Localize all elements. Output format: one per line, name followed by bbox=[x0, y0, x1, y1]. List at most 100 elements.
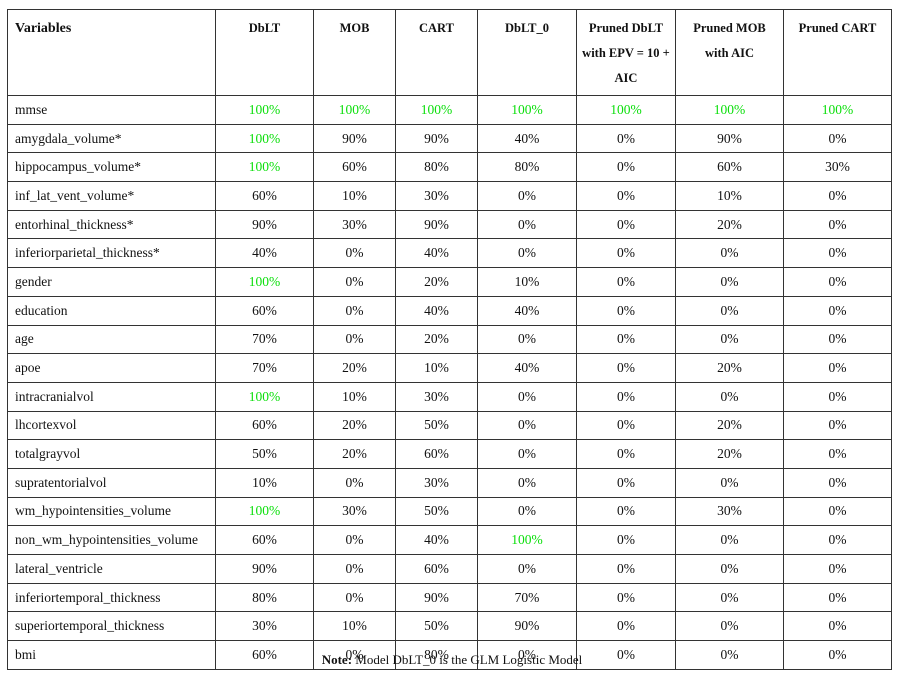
variable-name-cell: age bbox=[7, 324, 216, 355]
percentage-cell: 60% bbox=[215, 181, 314, 211]
percentage-cell: 0% bbox=[783, 611, 892, 642]
percentage-cell: 0% bbox=[477, 238, 577, 269]
percentage-cell: 40% bbox=[477, 353, 577, 383]
percentage-cell: 0% bbox=[576, 295, 676, 326]
percentage-cell: 70% bbox=[215, 353, 314, 383]
percentage-cell: 40% bbox=[477, 123, 577, 154]
percentage-cell: 0% bbox=[675, 295, 784, 326]
percentage-cell: 0% bbox=[576, 381, 676, 412]
percentage-cell: 100% bbox=[215, 267, 314, 297]
percentage-cell: 0% bbox=[576, 410, 676, 441]
percentage-cell: 60% bbox=[313, 152, 396, 183]
percentage-cell: 50% bbox=[395, 410, 478, 441]
table-row: apoe 70% 20% 10% 40% 0% 20% 0% bbox=[7, 353, 892, 383]
percentage-cell: 10% bbox=[215, 467, 314, 498]
percentage-cell: 90% bbox=[215, 554, 314, 584]
table-row: entorhinal_thickness* 90% 30% 90% 0% 0% 20% 0% bbox=[7, 209, 892, 240]
variable-name-cell: hippocampus_volume* bbox=[7, 152, 216, 183]
percentage-cell: 0% bbox=[783, 267, 892, 297]
percentage-cell: 0% bbox=[313, 324, 396, 355]
table-row: wm_hypointensities_volume 100% 30% 50% 0% 0% 3… bbox=[7, 496, 892, 527]
percentage-cell: 0% bbox=[477, 181, 577, 211]
variable-name-cell: totalgrayvol bbox=[7, 439, 216, 469]
table-body: mmse 100% 100% 100% 100% 100% 100% 100% amygdala… bbox=[7, 95, 892, 670]
variable-name-cell: non_wm_hypointensities_volume bbox=[7, 525, 216, 555]
percentage-cell: 100% bbox=[576, 95, 676, 125]
table-row: totalgrayvol 50% 20% 60% 0% 0% 20% 0% bbox=[7, 439, 892, 469]
percentage-cell: 0% bbox=[576, 582, 676, 613]
percentage-cell: 10% bbox=[313, 381, 396, 412]
percentage-cell: 100% bbox=[313, 95, 396, 125]
percentage-cell: 90% bbox=[395, 582, 478, 613]
variable-name-cell: inferiortemporal_thickness bbox=[7, 582, 216, 613]
percentage-cell: 30% bbox=[675, 496, 784, 527]
percentage-cell: 10% bbox=[675, 181, 784, 211]
table-row: gender 100% 0% 20% 10% 0% 0% 0% bbox=[7, 267, 892, 297]
percentage-cell: 0% bbox=[783, 295, 892, 326]
percentage-cell: 90% bbox=[215, 209, 314, 240]
variable-name-cell: supratentorialvol bbox=[7, 467, 216, 498]
percentage-cell: 0% bbox=[576, 496, 676, 527]
percentage-cell: 0% bbox=[783, 554, 892, 584]
percentage-cell: 30% bbox=[313, 209, 396, 240]
percentage-cell: 60% bbox=[215, 640, 314, 670]
percentage-cell: 30% bbox=[313, 496, 396, 527]
percentage-cell: 100% bbox=[215, 95, 314, 125]
table-row: hippocampus_volume* 100% 60% 80% 80% 0% 60% 30% bbox=[7, 152, 892, 183]
percentage-cell: 50% bbox=[395, 496, 478, 527]
percentage-cell: 100% bbox=[675, 95, 784, 125]
percentage-cell: 0% bbox=[576, 152, 676, 183]
percentage-cell: 10% bbox=[477, 267, 577, 297]
percentage-cell: 0% bbox=[313, 525, 396, 555]
percentage-cell: 60% bbox=[215, 410, 314, 441]
table-row: non_wm_hypointensities_volume 60% 0% 40% 100… bbox=[7, 525, 892, 555]
variable-name-cell: lhcortexvol bbox=[7, 410, 216, 441]
percentage-cell: 60% bbox=[395, 439, 478, 469]
table-row: mmse 100% 100% 100% 100% 100% 100% 100% bbox=[7, 95, 892, 125]
percentage-cell: 100% bbox=[215, 152, 314, 183]
percentage-cell: 100% bbox=[215, 123, 314, 154]
percentage-cell: 100% bbox=[783, 95, 892, 125]
percentage-cell: 0% bbox=[477, 439, 577, 469]
percentage-cell: 90% bbox=[675, 123, 784, 154]
percentage-cell: 70% bbox=[477, 582, 577, 613]
percentage-cell: 100% bbox=[477, 95, 577, 125]
percentage-cell: 10% bbox=[395, 353, 478, 383]
percentage-cell: 10% bbox=[313, 611, 396, 642]
percentage-cell: 80% bbox=[215, 582, 314, 613]
percentage-cell: 0% bbox=[675, 525, 784, 555]
percentage-cell: 30% bbox=[215, 611, 314, 642]
percentage-cell: 50% bbox=[215, 439, 314, 469]
percentage-cell: 0% bbox=[477, 324, 577, 355]
percentage-cell: 20% bbox=[313, 410, 396, 441]
header-pruned-cart: Pruned CART bbox=[783, 9, 892, 96]
percentage-cell: 0% bbox=[477, 209, 577, 240]
percentage-cell: 0% bbox=[313, 267, 396, 297]
percentage-cell: 0% bbox=[313, 238, 396, 269]
table-row: lateral_ventricle 90% 0% 60% 0% 0% 0% 0% bbox=[7, 554, 892, 584]
percentage-cell: 90% bbox=[477, 611, 577, 642]
percentage-cell: 0% bbox=[675, 611, 784, 642]
header-pruned-mob: Pruned MOB with AIC bbox=[675, 9, 784, 96]
percentage-cell: 80% bbox=[395, 152, 478, 183]
percentage-cell: 100% bbox=[215, 381, 314, 412]
percentage-cell: 0% bbox=[477, 496, 577, 527]
percentage-cell: 30% bbox=[395, 381, 478, 412]
percentage-cell: 0% bbox=[675, 267, 784, 297]
percentage-cell: 0% bbox=[477, 467, 577, 498]
percentage-cell: 100% bbox=[395, 95, 478, 125]
variable-name-cell: mmse bbox=[7, 95, 216, 125]
percentage-cell: 0% bbox=[783, 123, 892, 154]
header-pruned-dblt: Pruned DbLT with EPV = 10 + AIC bbox=[576, 9, 676, 96]
variable-importance-table: Variables DbLT MOB CART DbLT_0 Pruned Db… bbox=[7, 9, 892, 670]
percentage-cell: 0% bbox=[313, 467, 396, 498]
percentage-cell: 0% bbox=[576, 439, 676, 469]
percentage-cell: 60% bbox=[215, 295, 314, 326]
percentage-cell: 40% bbox=[395, 295, 478, 326]
percentage-cell: 0% bbox=[576, 209, 676, 240]
table-row: lhcortexvol 60% 20% 50% 0% 0% 20% 0% bbox=[7, 410, 892, 441]
percentage-cell: 20% bbox=[675, 353, 784, 383]
percentage-cell: 20% bbox=[395, 324, 478, 355]
percentage-cell: 90% bbox=[395, 123, 478, 154]
percentage-cell: 20% bbox=[675, 410, 784, 441]
